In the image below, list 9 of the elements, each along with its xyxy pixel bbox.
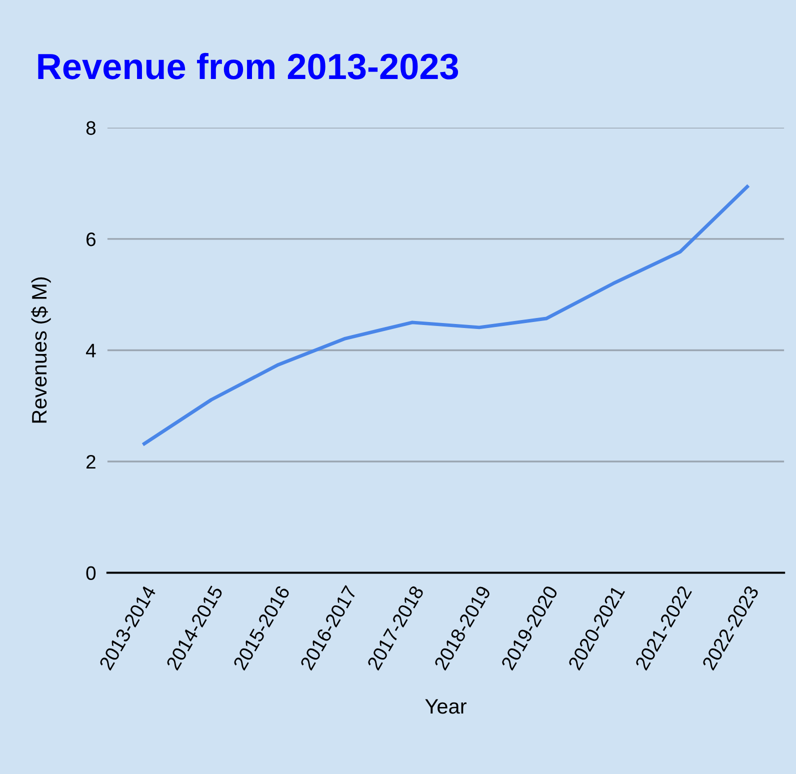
y-tick-label: 0 [86, 566, 96, 580]
line-series [142, 184, 749, 446]
x-axis-title: Year [425, 699, 466, 714]
chart-title: Revenue from 2013-2023 [38, 52, 458, 80]
y-axis-title: Revenues ($ M) [31, 277, 51, 423]
y-tick-label: 8 [86, 121, 96, 135]
y-tick-label: 4 [86, 344, 96, 358]
y-tick-label: 2 [86, 454, 96, 469]
y-tick-label: 6 [86, 232, 96, 246]
